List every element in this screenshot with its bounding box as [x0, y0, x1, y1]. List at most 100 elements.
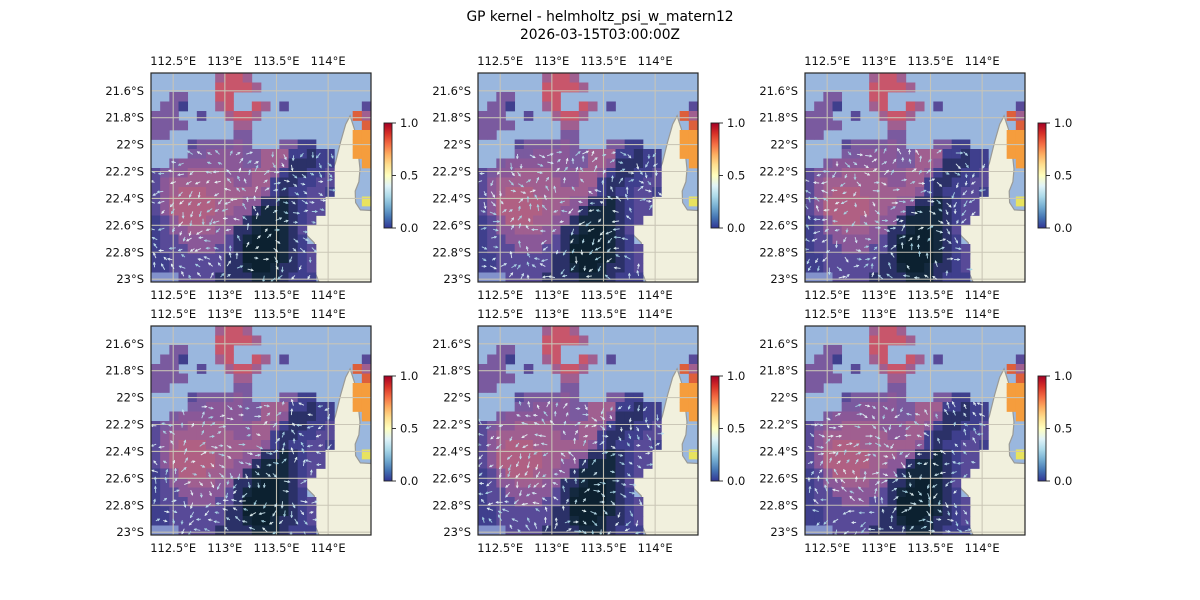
svg-text:21.8°S: 21.8°S — [432, 364, 471, 378]
svg-text:113°E: 113°E — [207, 288, 242, 302]
svg-text:112.5°E: 112.5°E — [804, 54, 850, 68]
svg-text:113.5°E: 113.5°E — [581, 307, 627, 321]
quiver-arrows — [151, 149, 336, 282]
tick-labels: 112.5°E 112.5°E 113°E 113°E 113.5°E 113.5°E 11… — [105, 54, 345, 302]
svg-text:112.5°E: 112.5°E — [477, 541, 523, 555]
svg-text:114°E: 114°E — [638, 54, 673, 68]
svg-text:1.0: 1.0 — [1054, 116, 1072, 130]
svg-text:113.5°E: 113.5°E — [581, 541, 627, 555]
axes-frame — [477, 325, 699, 536]
svg-text:1.0: 1.0 — [400, 369, 418, 383]
graticule — [478, 73, 698, 282]
svg-text:0.0: 0.0 — [1054, 474, 1072, 488]
svg-text:23°S: 23°S — [770, 525, 798, 539]
svg-text:22.8°S: 22.8°S — [759, 245, 798, 259]
svg-text:114°E: 114°E — [638, 288, 673, 302]
svg-text:22°S: 22°S — [116, 138, 144, 152]
svg-text:114°E: 114°E — [311, 541, 346, 555]
svg-text:114°E: 114°E — [311, 54, 346, 68]
svg-text:114°E: 114°E — [965, 288, 1000, 302]
svg-text:114°E: 114°E — [311, 307, 346, 321]
tick-labels: 112.5°E 112.5°E 113°E 113°E 113.5°E 113.5°E 11… — [105, 307, 345, 555]
svg-text:22°S: 22°S — [443, 138, 471, 152]
svg-text:0.5: 0.5 — [1054, 422, 1072, 436]
svg-text:0.5: 0.5 — [400, 422, 418, 436]
svg-text:21.8°S: 21.8°S — [432, 111, 471, 125]
svg-text:113°E: 113°E — [861, 54, 896, 68]
svg-text:113.5°E: 113.5°E — [254, 541, 300, 555]
svg-text:112.5°E: 112.5°E — [150, 307, 196, 321]
subplot-r0c1: 112.5°E 112.5°E 113°E 113°E 113.5°E 113.5°E 11… — [432, 54, 745, 302]
svg-text:22.4°S: 22.4°S — [105, 444, 144, 458]
graticule — [805, 73, 1025, 282]
svg-text:22.4°S: 22.4°S — [105, 191, 144, 205]
svg-text:22.6°S: 22.6°S — [432, 471, 471, 485]
svg-text:22.4°S: 22.4°S — [432, 444, 471, 458]
svg-text:22.8°S: 22.8°S — [432, 498, 471, 512]
svg-text:0.0: 0.0 — [1054, 221, 1072, 235]
svg-text:23°S: 23°S — [116, 272, 144, 286]
axes-frame — [477, 72, 699, 283]
svg-text:22.8°S: 22.8°S — [759, 498, 798, 512]
svg-text:22.2°S: 22.2°S — [432, 418, 471, 432]
svg-text:22.2°S: 22.2°S — [759, 165, 798, 179]
subplot-r1c0: 112.5°E 112.5°E 113°E 113°E 113.5°E 113.5°E 11… — [105, 307, 418, 555]
svg-text:22.6°S: 22.6°S — [432, 218, 471, 232]
svg-text:113.5°E: 113.5°E — [908, 541, 954, 555]
figure-subtitle: 2026-03-15T03:00:00Z — [519, 27, 681, 43]
svg-text:113°E: 113°E — [207, 307, 242, 321]
svg-text:0.5: 0.5 — [1054, 169, 1072, 183]
svg-text:22.4°S: 22.4°S — [432, 191, 471, 205]
svg-text:22°S: 22°S — [770, 138, 798, 152]
svg-text:0.0: 0.0 — [727, 221, 745, 235]
svg-text:22.4°S: 22.4°S — [759, 191, 798, 205]
svg-text:22°S: 22°S — [770, 391, 798, 405]
svg-text:112.5°E: 112.5°E — [477, 307, 523, 321]
svg-text:112.5°E: 112.5°E — [477, 288, 523, 302]
svg-text:113°E: 113°E — [534, 541, 569, 555]
svg-text:1.0: 1.0 — [727, 116, 745, 130]
svg-text:112.5°E: 112.5°E — [804, 288, 850, 302]
field-cells — [151, 326, 371, 535]
svg-text:113.5°E: 113.5°E — [254, 54, 300, 68]
svg-text:22.2°S: 22.2°S — [759, 418, 798, 432]
subplot-r1c2: 112.5°E 112.5°E 113°E 113°E 113.5°E 113.5°E 11… — [759, 307, 1072, 555]
svg-text:23°S: 23°S — [443, 272, 471, 286]
svg-text:21.6°S: 21.6°S — [432, 84, 471, 98]
svg-text:114°E: 114°E — [965, 541, 1000, 555]
svg-text:22.8°S: 22.8°S — [105, 245, 144, 259]
figure-title: GP kernel - helmholtz_psi_w_matern12 — [466, 9, 734, 25]
svg-text:22.6°S: 22.6°S — [105, 471, 144, 485]
svg-text:113°E: 113°E — [861, 307, 896, 321]
svg-text:22.6°S: 22.6°S — [759, 471, 798, 485]
svg-text:21.6°S: 21.6°S — [105, 337, 144, 351]
svg-text:113.5°E: 113.5°E — [908, 288, 954, 302]
quiver-arrows — [151, 398, 332, 535]
subplot-r0c2: 112.5°E 112.5°E 113°E 113°E 113.5°E 113.5°E 11… — [759, 54, 1072, 302]
svg-text:22.2°S: 22.2°S — [432, 165, 471, 179]
svg-text:113°E: 113°E — [861, 541, 896, 555]
svg-text:113.5°E: 113.5°E — [908, 54, 954, 68]
svg-text:0.0: 0.0 — [400, 474, 418, 488]
colorbar: 1.0 0.5 0.0 — [710, 369, 745, 488]
graticule — [805, 326, 1025, 535]
svg-text:22.2°S: 22.2°S — [105, 418, 144, 432]
svg-text:21.8°S: 21.8°S — [759, 111, 798, 125]
svg-text:22°S: 22°S — [116, 391, 144, 405]
svg-text:113.5°E: 113.5°E — [581, 54, 627, 68]
svg-text:0.0: 0.0 — [727, 474, 745, 488]
graticule — [151, 73, 371, 282]
tick-labels: 112.5°E 112.5°E 113°E 113°E 113.5°E 113.5°E 11… — [759, 307, 999, 555]
tick-labels: 112.5°E 112.5°E 113°E 113°E 113.5°E 113.5°E 11… — [432, 307, 672, 555]
svg-text:21.6°S: 21.6°S — [759, 84, 798, 98]
graticule — [151, 326, 371, 535]
tick-labels: 112.5°E 112.5°E 113°E 113°E 113.5°E 113.5°E 11… — [432, 54, 672, 302]
svg-text:21.8°S: 21.8°S — [105, 364, 144, 378]
svg-text:0.0: 0.0 — [400, 221, 418, 235]
svg-text:22.6°S: 22.6°S — [105, 218, 144, 232]
svg-text:113.5°E: 113.5°E — [581, 288, 627, 302]
tick-labels: 112.5°E 112.5°E 113°E 113°E 113.5°E 113.5°E 11… — [759, 54, 999, 302]
svg-text:22.8°S: 22.8°S — [105, 498, 144, 512]
axes-frame — [150, 325, 372, 536]
svg-text:23°S: 23°S — [443, 525, 471, 539]
